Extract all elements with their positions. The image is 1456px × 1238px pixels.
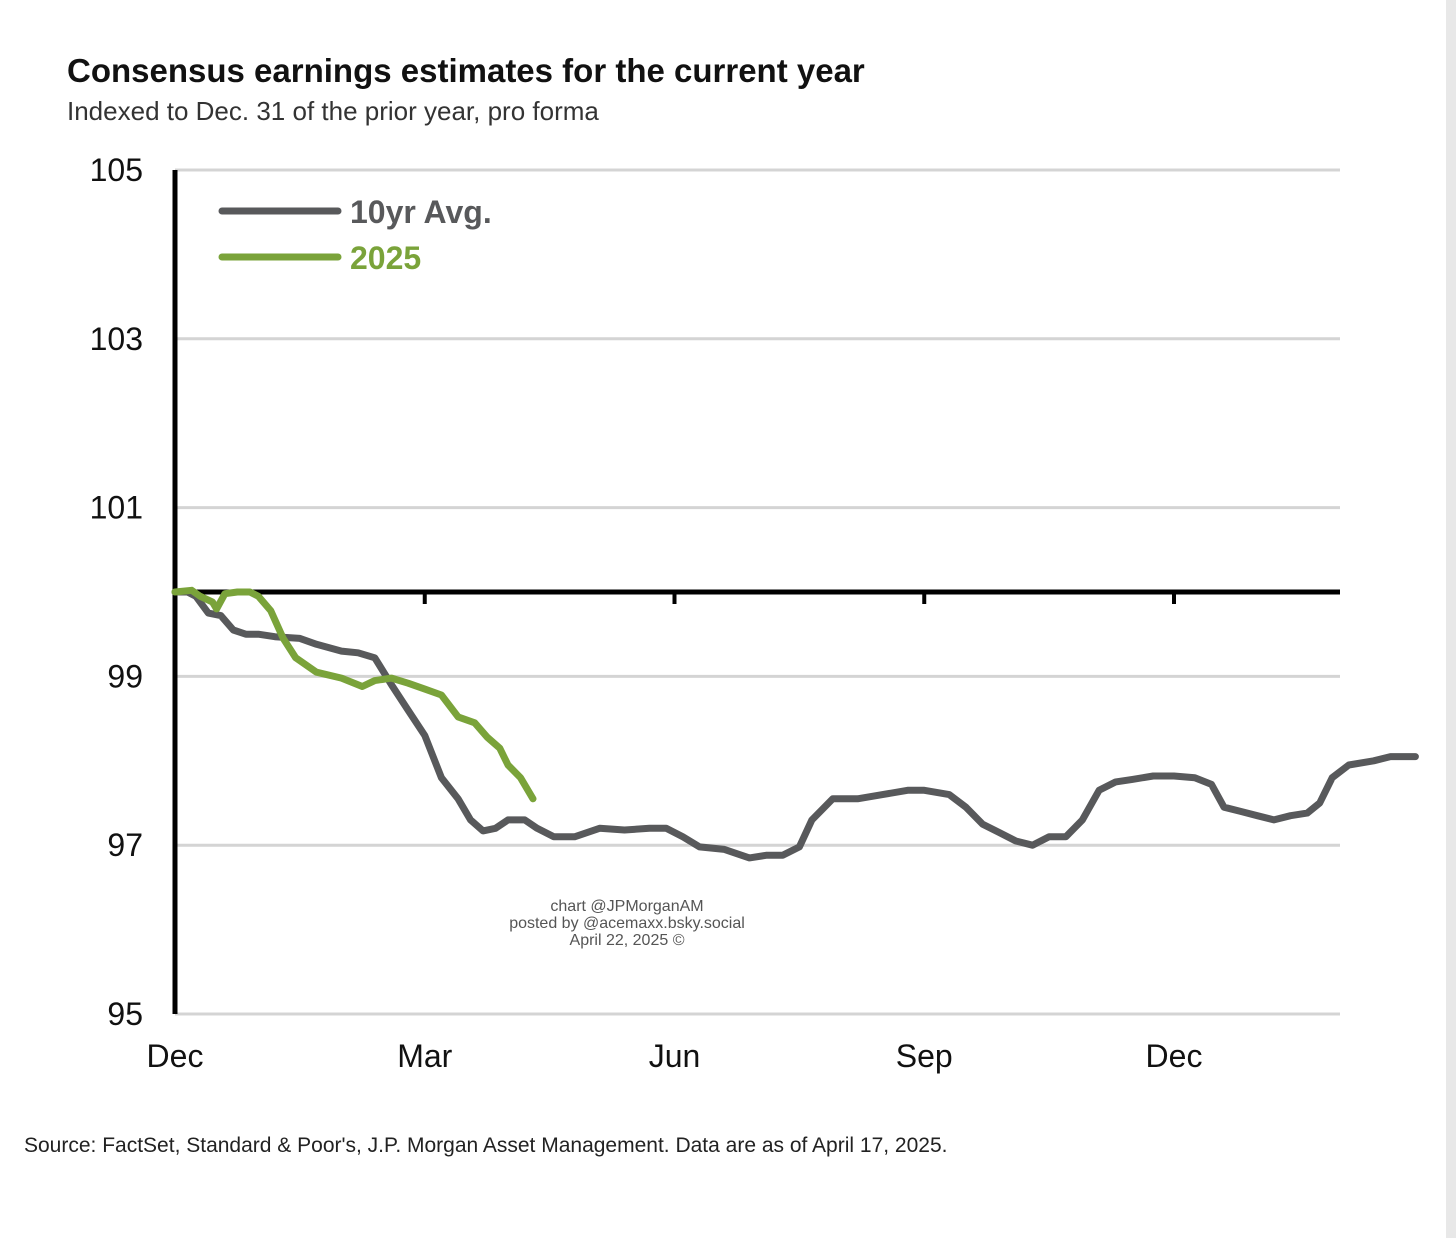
y-tick-label: 103 [90, 321, 143, 357]
y-tick-label: 99 [107, 658, 143, 694]
series-layer [171, 586, 1419, 862]
series-line-10yr-avg [171, 588, 1419, 862]
legend-label: 2025 [350, 240, 421, 276]
y-tick-label: 97 [107, 827, 143, 863]
chart-subtitle: Indexed to Dec. 31 of the prior year, pr… [67, 96, 599, 126]
watermark-line: April 22, 2025 © [570, 932, 685, 949]
source-note: Source: FactSet, Standard & Poor's, J.P.… [24, 1134, 948, 1157]
x-tick-label: Jun [649, 1038, 701, 1074]
right-edge-strip [1446, 0, 1456, 1238]
y-tick-label: 95 [107, 996, 143, 1032]
y-tick-label: 101 [90, 490, 143, 526]
x-tick-label: Mar [397, 1038, 452, 1074]
watermark-line: posted by @acemaxx.bsky.social [509, 915, 745, 932]
x-tick-label: Dec [147, 1038, 204, 1074]
series-line-2025 [171, 586, 537, 803]
grid-layer [175, 168, 1340, 1016]
watermark-line: chart @JPMorganAM [550, 898, 703, 915]
y-tick-label: 105 [90, 152, 143, 188]
chart-title: Consensus earnings estimates for the cur… [67, 52, 865, 89]
legend: 10yr Avg. 2025 [218, 194, 492, 276]
x-tick-label: Sep [896, 1038, 953, 1074]
x-tick-label: Dec [1146, 1038, 1203, 1074]
legend-label: 10yr Avg. [350, 194, 492, 230]
